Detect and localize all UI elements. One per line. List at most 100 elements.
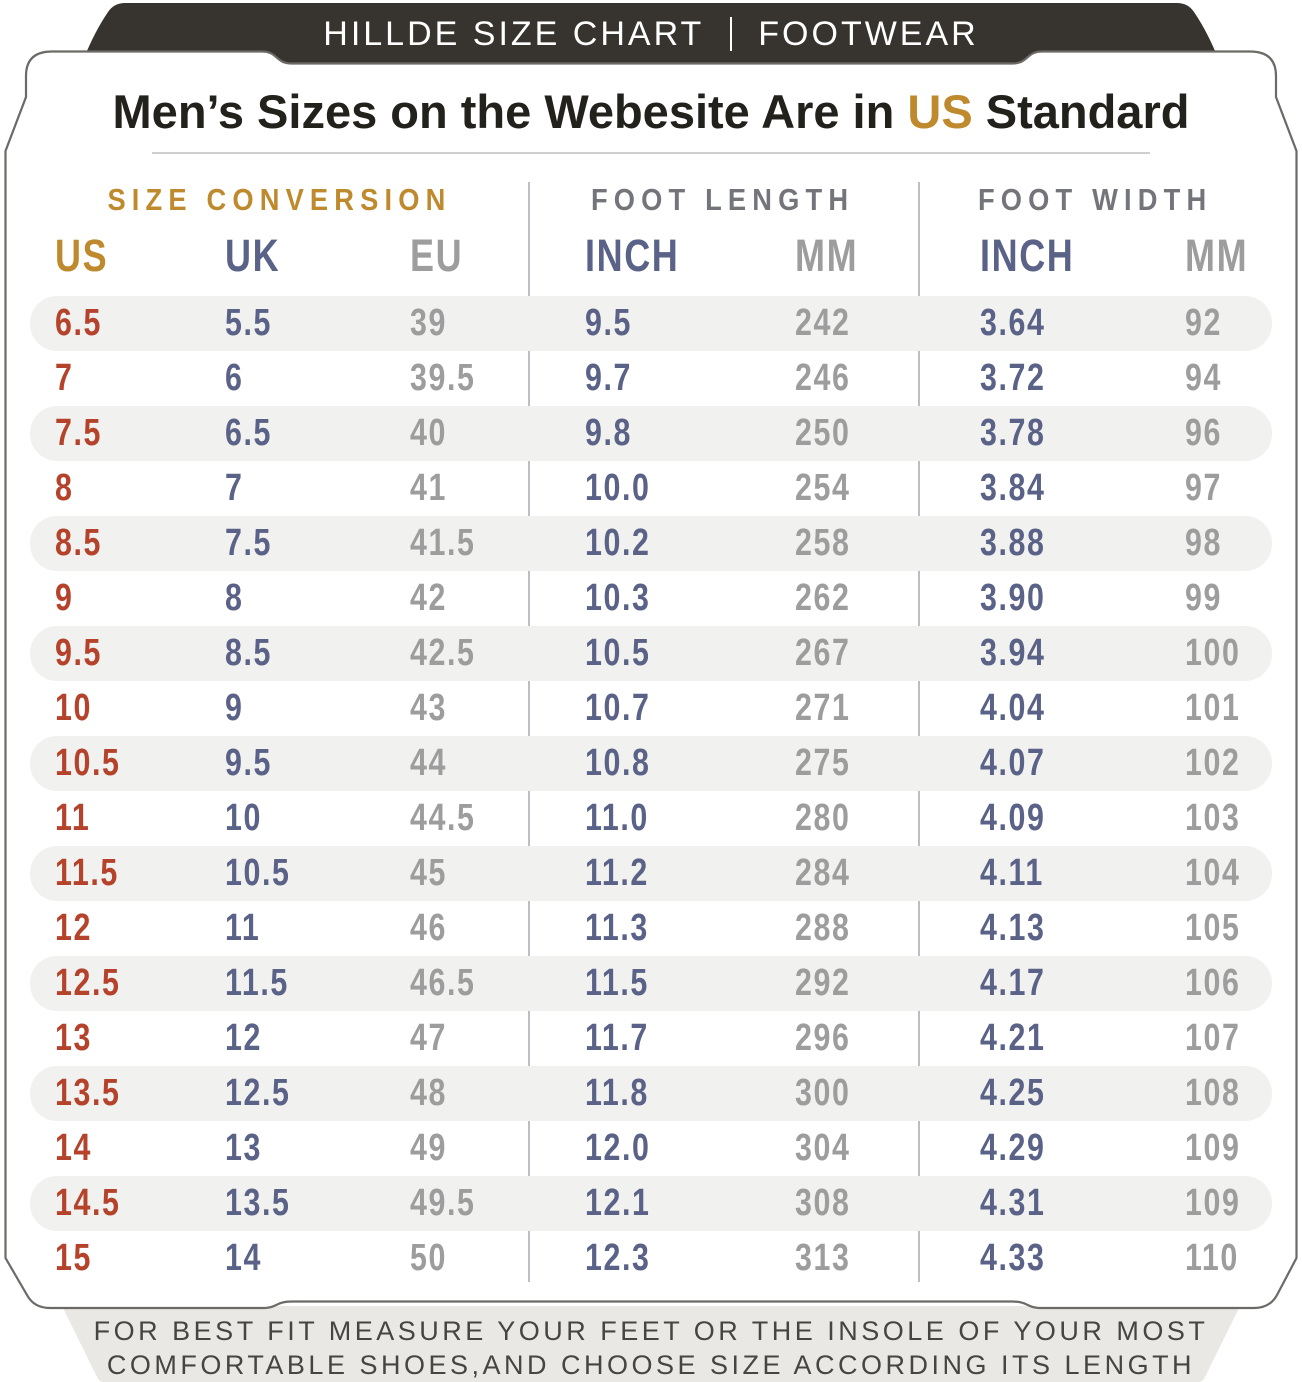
footer-note-line2: COMFORTABLE SHOES,AND CHOOSE SIZE ACCORD… <box>106 1350 1196 1380</box>
cell-length-mm: 284 <box>795 852 851 894</box>
cell-length-mm: 280 <box>795 797 851 839</box>
section-size-conversion: SIZE CONVERSION <box>106 182 452 217</box>
cell-width-inch: 4.25 <box>980 1072 1046 1114</box>
cell-eu: 49.5 <box>410 1182 476 1224</box>
cell-length-inch: 11.3 <box>585 907 649 949</box>
table-row: 13 12 47 11.7 296 4.21 107 <box>30 1011 1272 1066</box>
cell-length-inch: 10.7 <box>585 687 651 729</box>
cell-length-mm: 300 <box>795 1072 851 1114</box>
cell-length-mm: 304 <box>795 1127 851 1169</box>
cell-us: 12 <box>55 907 93 949</box>
cell-width-mm: 96 <box>1185 412 1223 454</box>
footer-plate-shape <box>62 1306 1240 1382</box>
cell-length-inch: 9.5 <box>585 302 633 344</box>
table-row: 12 11 46 11.3 288 4.13 105 <box>30 901 1272 956</box>
table-row: 8 7 41 10.0 254 3.84 97 <box>30 461 1272 516</box>
cell-length-mm: 267 <box>795 632 851 674</box>
table-row: 11.5 10.5 45 11.2 284 4.11 104 <box>30 846 1272 901</box>
cell-us: 6.5 <box>55 302 103 344</box>
banner-category-label: FOOTWEAR <box>758 14 979 53</box>
cell-uk: 9.5 <box>225 742 273 784</box>
cell-length-mm: 275 <box>795 742 851 784</box>
title-suffix: Standard <box>972 85 1190 138</box>
column-divider-right <box>918 182 920 1282</box>
col-header-length-inch: INCH <box>585 230 680 281</box>
cell-width-mm: 110 <box>1185 1237 1239 1279</box>
cell-eu: 42.5 <box>410 632 476 674</box>
cell-uk: 8.5 <box>225 632 273 674</box>
banner-tab-shape <box>84 3 1218 72</box>
cell-eu: 46 <box>410 907 448 949</box>
footer-note-line1: FOR BEST FIT MEASURE YOUR FEET OR THE IN… <box>93 1316 1209 1346</box>
cell-us: 13.5 <box>55 1072 121 1114</box>
cell-us: 11 <box>55 797 91 839</box>
col-header-eu: EU <box>410 230 464 281</box>
cell-uk: 7 <box>225 467 244 509</box>
cell-length-mm: 258 <box>795 522 851 564</box>
table-row: 11 10 44.5 11.0 280 4.09 103 <box>30 791 1272 846</box>
cell-width-inch: 4.11 <box>980 852 1044 894</box>
cell-width-inch: 3.94 <box>980 632 1046 674</box>
cell-us: 10 <box>55 687 93 729</box>
table-body: 6.5 5.5 39 9.5 242 3.64 92 7 6 39.5 9.7 246 3.72 94 7.… <box>30 296 1272 1286</box>
section-foot-width: FOOT WIDTH <box>977 182 1213 217</box>
table-row: 15 14 50 12.3 313 4.33 110 <box>30 1231 1272 1286</box>
cell-length-inch: 12.0 <box>585 1127 651 1169</box>
cell-eu: 40 <box>410 412 448 454</box>
cell-uk: 12.5 <box>225 1072 291 1114</box>
footer-note: FOR BEST FIT MEASURE YOUR FEET OR THE IN… <box>0 1314 1302 1382</box>
col-header-us: US <box>55 230 109 281</box>
size-table: SIZE CONVERSION FOOT LENGTH FOOT WIDTH U… <box>30 180 1272 1286</box>
cell-width-inch: 3.90 <box>980 577 1046 619</box>
cell-uk: 13.5 <box>225 1182 291 1224</box>
cell-us: 10.5 <box>55 742 121 784</box>
cell-uk: 14 <box>225 1237 263 1279</box>
cell-eu: 47 <box>410 1017 448 1059</box>
cell-width-mm: 98 <box>1185 522 1223 564</box>
cell-us: 14 <box>55 1127 93 1169</box>
title-prefix: Men’s Sizes on the Webesite Are in <box>112 85 908 138</box>
cell-us: 7 <box>55 357 74 399</box>
cell-length-mm: 288 <box>795 907 851 949</box>
cell-length-mm: 308 <box>795 1182 851 1224</box>
cell-width-inch: 3.88 <box>980 522 1046 564</box>
section-header-row: SIZE CONVERSION FOOT LENGTH FOOT WIDTH <box>30 180 1272 220</box>
table-row: 8.5 7.5 41.5 10.2 258 3.88 98 <box>30 516 1272 571</box>
cell-uk: 11 <box>225 907 261 949</box>
table-row: 9 8 42 10.3 262 3.90 99 <box>30 571 1272 626</box>
cell-length-mm: 250 <box>795 412 851 454</box>
cell-length-inch: 11.0 <box>585 797 649 839</box>
cell-eu: 44.5 <box>410 797 476 839</box>
cell-uk: 10.5 <box>225 852 291 894</box>
cell-us: 8 <box>55 467 74 509</box>
cell-length-inch: 10.5 <box>585 632 651 674</box>
cell-length-inch: 11.5 <box>585 962 649 1004</box>
cell-us: 11.5 <box>55 852 119 894</box>
cell-width-inch: 4.09 <box>980 797 1046 839</box>
cell-width-mm: 99 <box>1185 577 1223 619</box>
cell-uk: 13 <box>225 1127 263 1169</box>
cell-width-inch: 4.29 <box>980 1127 1046 1169</box>
cell-length-inch: 10.0 <box>585 467 651 509</box>
cell-us: 15 <box>55 1237 93 1279</box>
cell-width-inch: 4.07 <box>980 742 1046 784</box>
table-row: 9.5 8.5 42.5 10.5 267 3.94 100 <box>30 626 1272 681</box>
title-highlight-us: US <box>907 85 973 138</box>
cell-uk: 10 <box>225 797 263 839</box>
table-row: 10 9 43 10.7 271 4.04 101 <box>30 681 1272 736</box>
cell-eu: 39 <box>410 302 448 344</box>
cell-width-mm: 109 <box>1185 1182 1241 1224</box>
cell-width-mm: 92 <box>1185 302 1223 344</box>
cell-uk: 7.5 <box>225 522 273 564</box>
cell-width-inch: 4.31 <box>980 1182 1046 1224</box>
cell-width-mm: 97 <box>1185 467 1223 509</box>
cell-width-inch: 4.33 <box>980 1237 1046 1279</box>
cell-length-inch: 12.3 <box>585 1237 651 1279</box>
banner-separator <box>730 17 733 51</box>
cell-us: 12.5 <box>55 962 121 1004</box>
cell-width-mm: 106 <box>1185 962 1241 1004</box>
cell-length-inch: 9.7 <box>585 357 633 399</box>
cell-width-inch: 3.64 <box>980 302 1046 344</box>
column-divider-left <box>528 182 530 1282</box>
cell-width-inch: 3.78 <box>980 412 1046 454</box>
